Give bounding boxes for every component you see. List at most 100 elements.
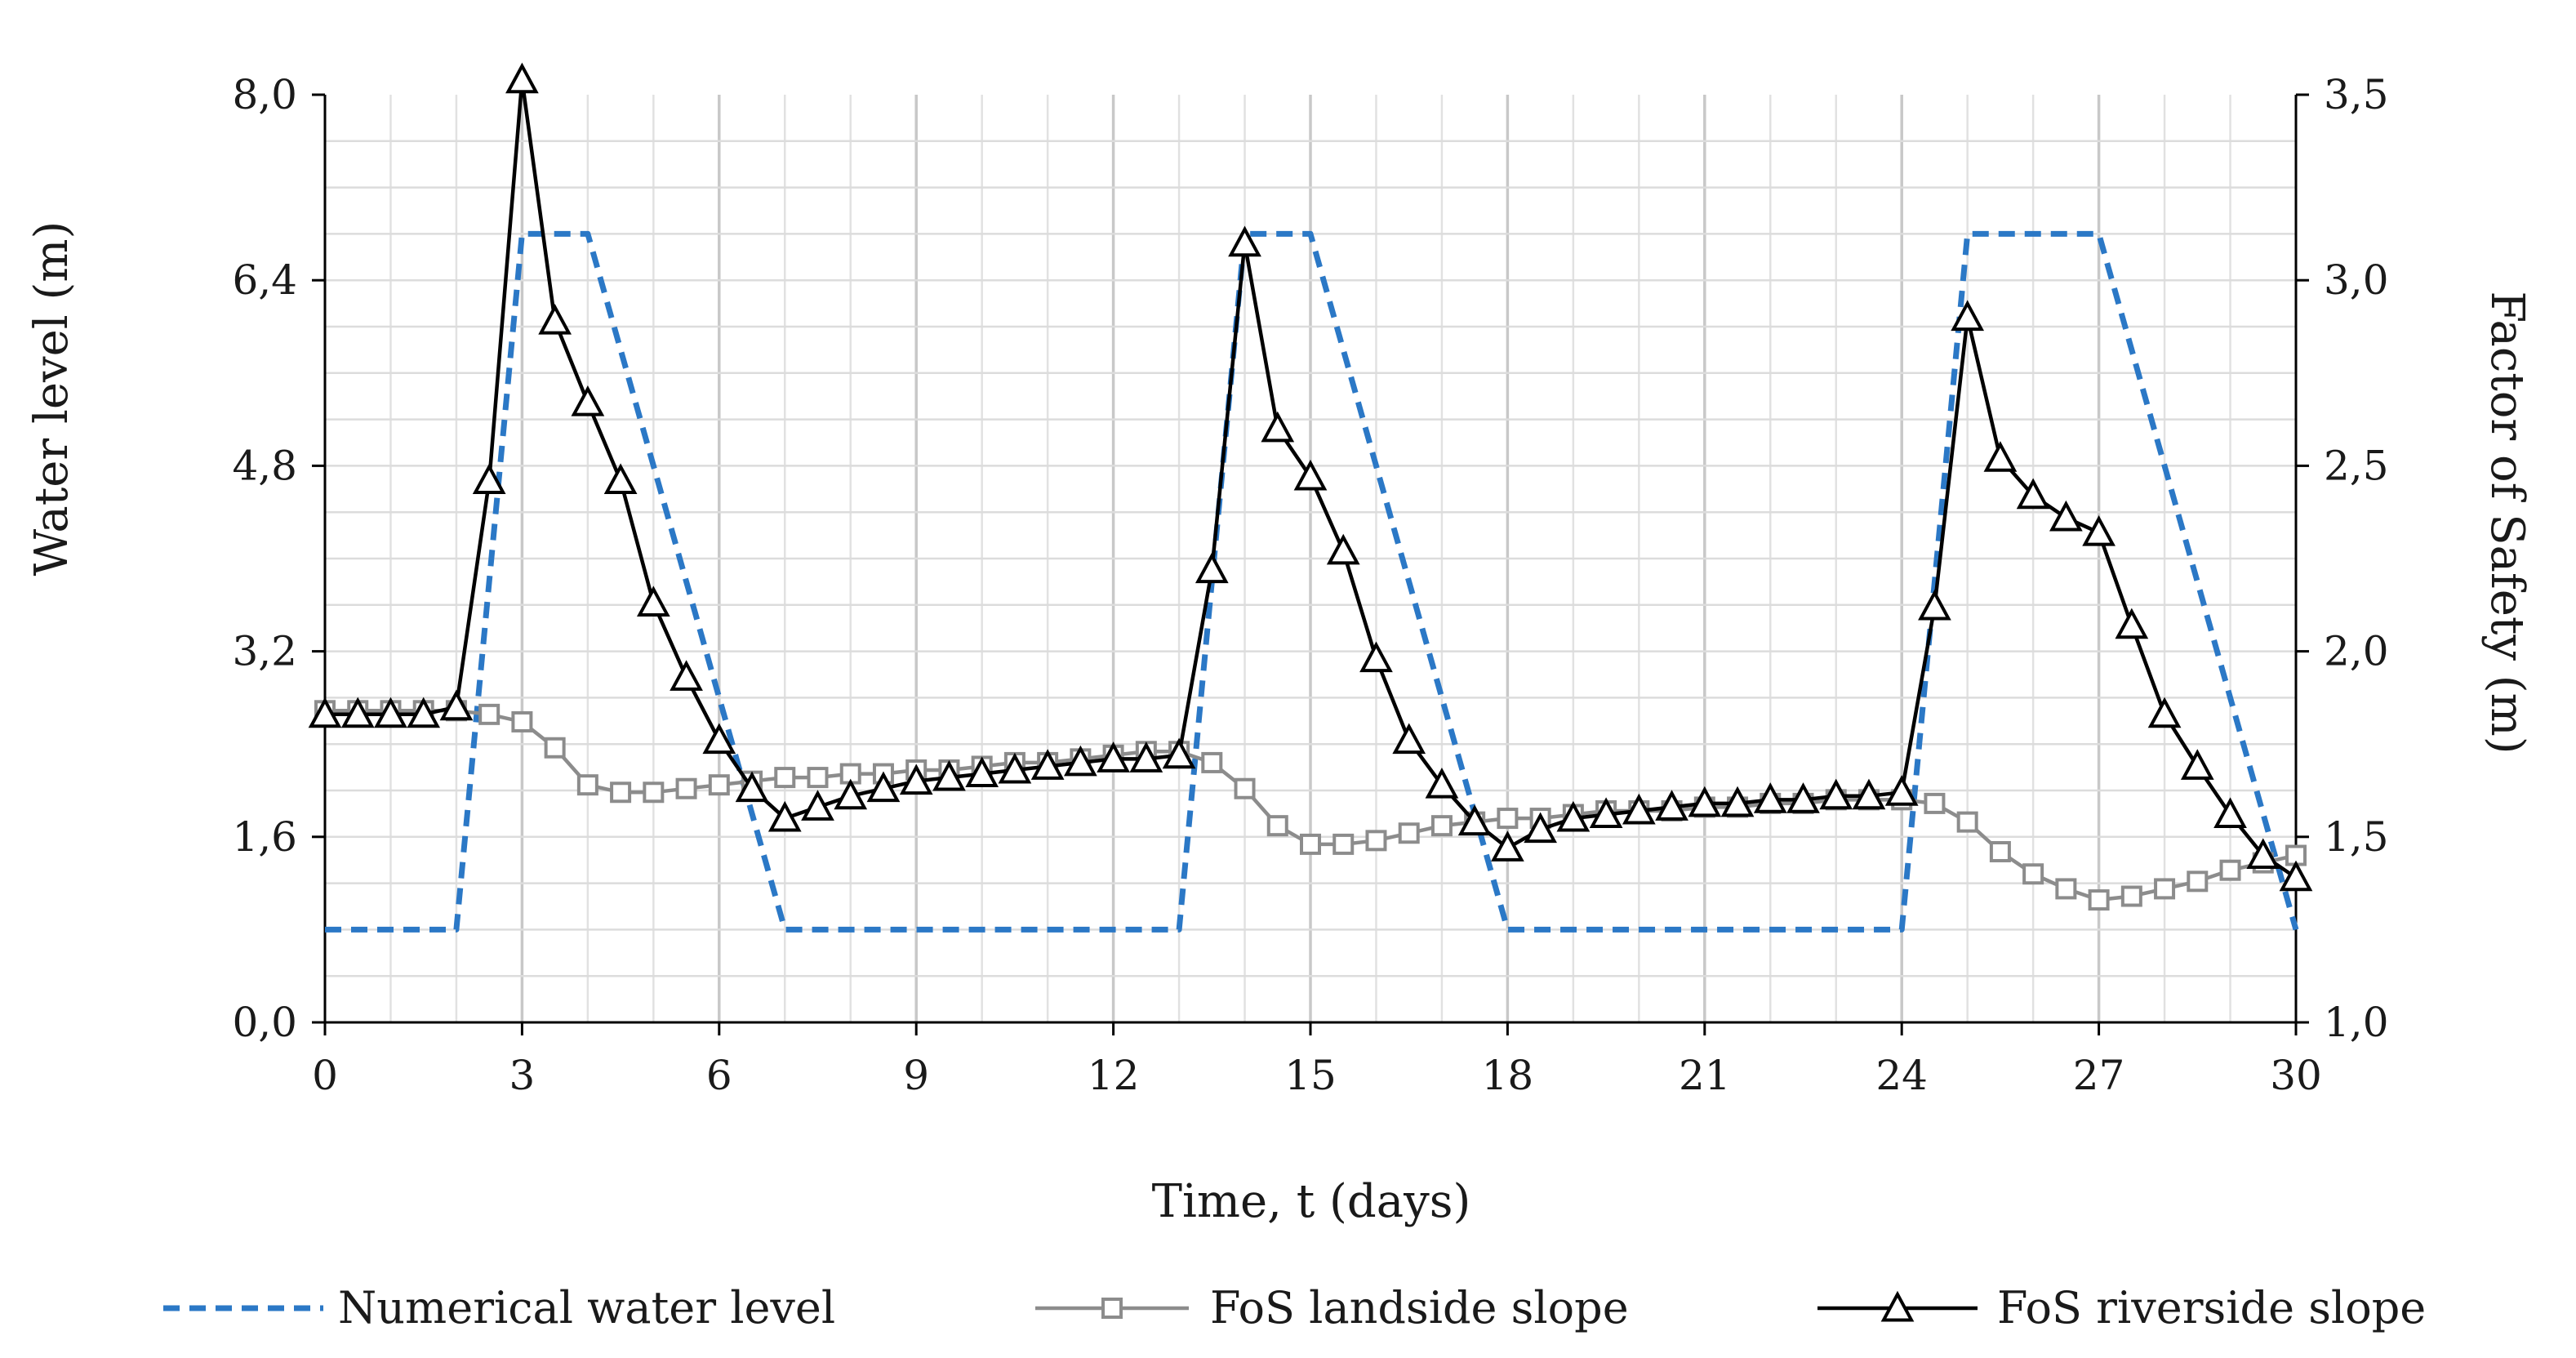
legend-item-fos-landside-slope: FoS landside slope: [1035, 1282, 1629, 1334]
data-point-fos-riverside-slope: [1951, 300, 1985, 332]
data-point-fos-riverside-slope: [834, 778, 868, 810]
x-tick-label: 21: [1679, 1052, 1731, 1099]
x-tick-label: 12: [1088, 1052, 1140, 1099]
data-point-fos-landside-slope: [576, 774, 598, 796]
data-point-fos-riverside-slope: [1622, 793, 1656, 825]
data-point-fos-landside-slope: [1234, 777, 1256, 799]
data-point-fos-landside-slope: [1300, 833, 1321, 855]
y-left-tick-label: 4,8: [232, 442, 297, 489]
data-point-fos-riverside-slope: [1261, 411, 1295, 443]
x-axis-title: Time, t (days): [1152, 1175, 1471, 1228]
legend-label-fos-riverside-slope: FoS riverside slope: [1997, 1282, 2426, 1334]
x-tick-label: 9: [903, 1052, 929, 1099]
data-point-fos-landside-slope: [774, 767, 796, 789]
data-point-fos-riverside-slope: [472, 463, 506, 495]
data-point-fos-riverside-slope: [1359, 641, 1393, 673]
y-left-tick-label: 3,2: [232, 628, 297, 675]
data-point-fos-riverside-slope: [1720, 786, 1755, 817]
data-point-fos-riverside-slope: [1326, 533, 1360, 565]
data-point-fos-riverside-slope: [1162, 737, 1196, 769]
data-point-fos-landside-slope: [1989, 840, 2011, 862]
x-tick-label: 3: [509, 1052, 535, 1099]
data-point-fos-riverside-slope: [1786, 782, 1820, 813]
data-point-fos-landside-slope: [1266, 815, 1288, 837]
data-point-fos-riverside-slope: [407, 697, 441, 728]
data-point-fos-riverside-slope: [767, 800, 802, 832]
y-right-tick-label: 3,5: [2324, 71, 2389, 118]
y-left-tick-label: 6,4: [232, 256, 297, 304]
y-axis-right-title: Factor of Safety (m): [2480, 291, 2534, 754]
data-point-fos-landside-slope: [807, 767, 829, 789]
data-point-fos-riverside-slope: [670, 660, 703, 691]
data-point-fos-riverside-slope: [340, 697, 375, 728]
y-axis-left-title: Water level (m): [25, 221, 78, 577]
data-point-fos-landside-slope: [478, 703, 501, 725]
y-right-tick-label: 1,0: [2324, 999, 2389, 1046]
data-point-fos-riverside-slope: [374, 697, 407, 728]
data-point-fos-landside-slope: [511, 710, 533, 732]
data-point-fos-riverside-slope: [538, 303, 572, 335]
x-tick-label: 18: [1482, 1052, 1534, 1099]
y-left-tick-label: 8,0: [232, 71, 297, 118]
data-point-fos-riverside-slope: [308, 697, 342, 728]
y-right-tick-label: 1,5: [2324, 813, 2389, 861]
series-fos-riverside-slope: [308, 62, 2313, 892]
data-point-fos-riverside-slope: [2279, 860, 2313, 892]
data-point-fos-riverside-slope: [1556, 800, 1591, 832]
data-point-fos-landside-slope: [1430, 815, 1453, 837]
data-point-fos-landside-slope: [610, 781, 632, 804]
data-point-fos-landside-slope: [1201, 751, 1223, 773]
data-point-fos-riverside-slope: [2213, 797, 2247, 828]
data-point-fos-riverside-slope: [1064, 745, 1097, 777]
y-right-tick-label: 2,0: [2324, 628, 2389, 675]
data-point-fos-riverside-slope: [735, 771, 769, 803]
legend-marker-fos-landside-slope: [1101, 1298, 1123, 1319]
x-tick-label: 30: [2270, 1052, 2322, 1099]
data-point-fos-landside-slope: [643, 781, 665, 804]
data-point-fos-landside-slope: [2022, 863, 2044, 885]
data-point-fos-riverside-slope: [2082, 514, 2116, 546]
data-point-fos-riverside-slope: [1129, 741, 1163, 773]
legend-item-fos-riverside-slope: FoS riverside slope: [1817, 1282, 2426, 1334]
data-point-fos-riverside-slope: [571, 385, 605, 416]
data-point-fos-riverside-slope: [1819, 778, 1853, 810]
data-point-fos-riverside-slope: [2180, 749, 2214, 780]
data-point-fos-riverside-slope: [1918, 589, 1951, 621]
data-point-fos-riverside-slope: [1589, 797, 1623, 828]
y-right-tick-label: 3,0: [2324, 256, 2389, 304]
data-point-fos-landside-slope: [2154, 878, 2176, 900]
x-tick-label: 24: [1875, 1052, 1928, 1099]
data-point-fos-landside-slope: [1398, 822, 1420, 844]
tick-labels: 0 3 6 9 12 15 18 21 24 27 30 0,0 1,6 3,2 4,8 6,4 8,0 1,0 1…: [232, 71, 2388, 1099]
data-point-fos-landside-slope: [1365, 830, 1387, 852]
x-tick-label: 27: [2073, 1052, 2125, 1099]
data-point-fos-landside-slope: [1332, 833, 1355, 855]
x-tick-label: 0: [312, 1052, 338, 1099]
data-point-fos-riverside-slope: [866, 771, 901, 803]
data-point-fos-riverside-slope: [1457, 804, 1492, 836]
legend-label-numerical-water-level: Numerical water level: [338, 1282, 835, 1334]
data-point-fos-landside-slope: [2219, 859, 2241, 881]
x-tick-label: 15: [1284, 1052, 1337, 1099]
data-point-fos-riverside-slope: [1491, 830, 1524, 862]
legend-label-fos-landside-slope: FoS landside slope: [1210, 1282, 1629, 1334]
data-point-fos-riverside-slope: [1030, 749, 1065, 780]
data-point-fos-riverside-slope: [1097, 741, 1130, 773]
data-point-fos-riverside-slope: [505, 62, 539, 94]
y-right-tick-label: 2,5: [2324, 442, 2389, 489]
data-point-fos-riverside-slope: [1228, 225, 1261, 257]
data-point-fos-riverside-slope: [801, 790, 834, 821]
data-point-fos-landside-slope: [1497, 808, 1519, 830]
data-point-fos-landside-slope: [2055, 878, 2077, 900]
data-point-fos-riverside-slope: [439, 689, 474, 721]
data-point-fos-riverside-slope: [702, 723, 736, 755]
data-point-fos-riverside-slope: [2016, 478, 2050, 510]
x-tick-label: 6: [706, 1052, 732, 1099]
data-point-fos-riverside-slope: [899, 764, 933, 795]
y-left-tick-label: 0,0: [232, 999, 297, 1046]
data-point-fos-riverside-slope: [603, 463, 638, 495]
data-point-fos-riverside-slope: [1195, 552, 1229, 584]
data-point-fos-riverside-slope: [1392, 723, 1426, 755]
data-point-fos-landside-slope: [1924, 792, 1946, 814]
data-point-fos-riverside-slope: [932, 759, 966, 791]
